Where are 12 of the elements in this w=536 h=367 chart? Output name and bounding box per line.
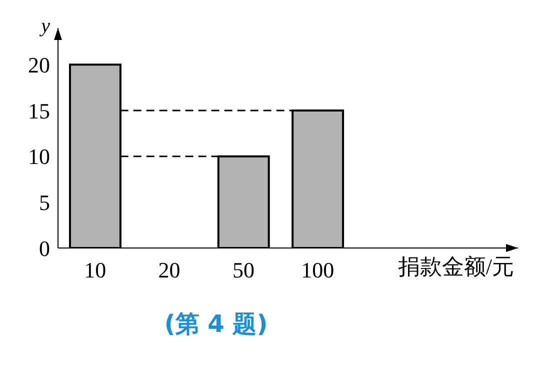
y-tick-label: 5 — [39, 190, 50, 215]
x-tick-label: 50 — [232, 258, 254, 283]
text: (第 4 题) — [163, 309, 269, 340]
y-axis-title: y — [39, 15, 50, 37]
x-tick-label: 10 — [84, 258, 106, 283]
x-tick-label: 100 — [301, 258, 334, 283]
y-tick-label: 10 — [28, 144, 50, 170]
x-axis-title: 捐款金额/元 — [398, 254, 514, 279]
y-tick-label: 0 — [39, 236, 50, 261]
y-tick-label: 20 — [28, 52, 50, 78]
y-tick-label: 15 — [28, 98, 50, 124]
x-tick-label: 20 — [158, 258, 180, 283]
